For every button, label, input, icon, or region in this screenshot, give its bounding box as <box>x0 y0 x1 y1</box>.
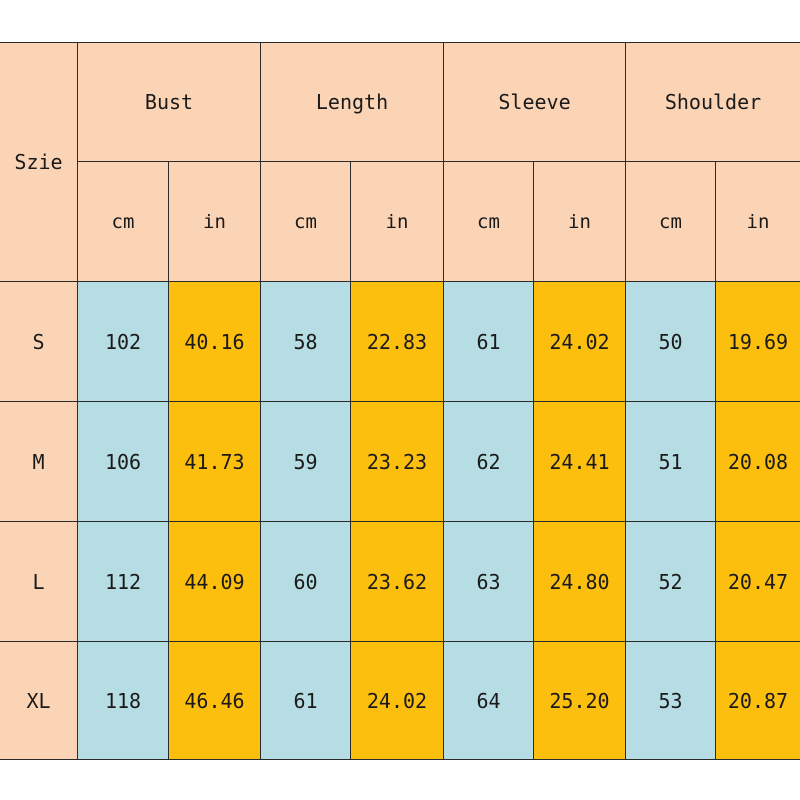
row-size-label: XL <box>0 642 78 760</box>
table-cell: 40.16 <box>169 282 261 402</box>
unit-header-sleeve-cm: cm <box>444 162 534 282</box>
table-cell: 51 <box>626 402 716 522</box>
unit-header-length-in: in <box>351 162 444 282</box>
table-cell: 61 <box>444 282 534 402</box>
table-cell: 46.46 <box>169 642 261 760</box>
table-cell: 24.80 <box>534 522 626 642</box>
unit-header-shoulder-cm: cm <box>626 162 716 282</box>
group-header-sleeve: Sleeve <box>444 42 626 162</box>
table-cell: 112 <box>78 522 169 642</box>
table-cell: 102 <box>78 282 169 402</box>
table-cell: 24.02 <box>351 642 444 760</box>
unit-header-length-cm: cm <box>261 162 351 282</box>
table-cell: 22.83 <box>351 282 444 402</box>
table-cell: 24.02 <box>534 282 626 402</box>
table-cell: 41.73 <box>169 402 261 522</box>
size-chart-table: Szie Bust Length Sleeve Shoulder cm in c… <box>0 42 800 760</box>
table-cell: 23.62 <box>351 522 444 642</box>
table-cell: 64 <box>444 642 534 760</box>
table-cell: 118 <box>78 642 169 760</box>
table-cell: 25.20 <box>534 642 626 760</box>
table-cell: 20.47 <box>716 522 800 642</box>
unit-header-sleeve-in: in <box>534 162 626 282</box>
row-size-label: L <box>0 522 78 642</box>
group-header-bust: Bust <box>78 42 261 162</box>
group-header-shoulder: Shoulder <box>626 42 800 162</box>
table-cell: 23.23 <box>351 402 444 522</box>
table-cell: 62 <box>444 402 534 522</box>
table-cell: 20.08 <box>716 402 800 522</box>
table-cell: 60 <box>261 522 351 642</box>
table-cell: 61 <box>261 642 351 760</box>
table-cell: 52 <box>626 522 716 642</box>
table-cell: 58 <box>261 282 351 402</box>
table-cell: 44.09 <box>169 522 261 642</box>
size-header: Szie <box>0 42 78 282</box>
group-header-length: Length <box>261 42 444 162</box>
row-size-label: S <box>0 282 78 402</box>
table-cell: 53 <box>626 642 716 760</box>
table-cell: 106 <box>78 402 169 522</box>
unit-header-shoulder-in: in <box>716 162 800 282</box>
row-size-label: M <box>0 402 78 522</box>
table-cell: 50 <box>626 282 716 402</box>
table-cell: 20.87 <box>716 642 800 760</box>
unit-header-bust-in: in <box>169 162 261 282</box>
table-cell: 24.41 <box>534 402 626 522</box>
unit-header-bust-cm: cm <box>78 162 169 282</box>
table-cell: 19.69 <box>716 282 800 402</box>
table-cell: 63 <box>444 522 534 642</box>
table-cell: 59 <box>261 402 351 522</box>
